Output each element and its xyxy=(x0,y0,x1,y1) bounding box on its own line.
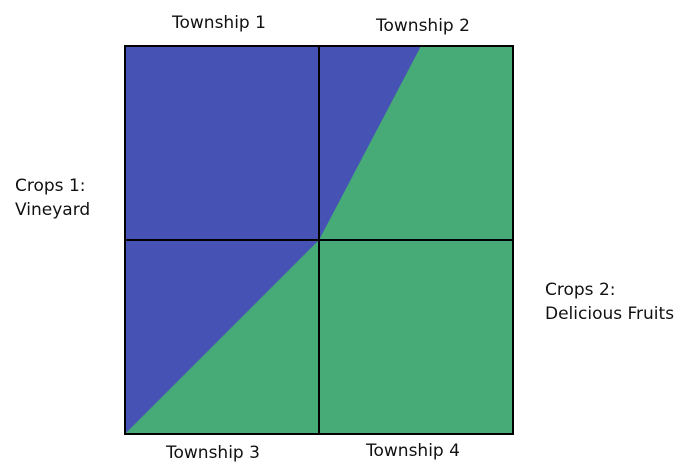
crops-2-label: Crops 2: Delicious Fruits xyxy=(545,278,674,326)
township-1-label: Township 1 xyxy=(172,13,266,33)
crops-1-title: Crops 1: xyxy=(15,176,86,196)
township-4-label: Township 4 xyxy=(366,441,460,461)
township-3-label: Township 3 xyxy=(166,443,260,463)
crops-2-title: Crops 2: xyxy=(545,280,616,300)
crops-2-name: Delicious Fruits xyxy=(545,304,675,324)
crops-1-name: Vineyard xyxy=(15,200,91,220)
crops-1-label: Crops 1: Vineyard xyxy=(15,174,90,222)
township-2-label: Township 2 xyxy=(376,16,470,36)
outer-border xyxy=(124,45,514,435)
